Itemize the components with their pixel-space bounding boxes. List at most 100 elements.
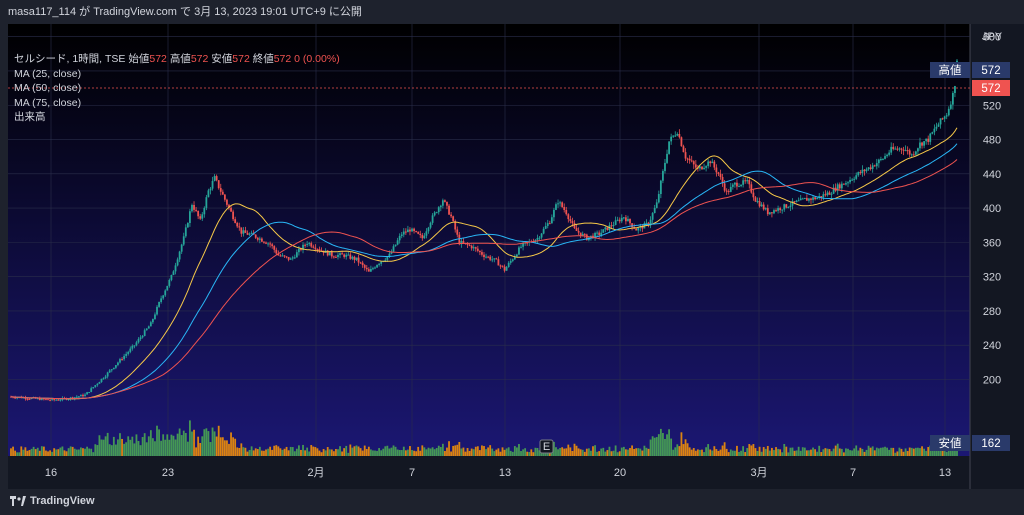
volume-bar xyxy=(828,449,831,456)
candle-body xyxy=(783,204,786,210)
volume-bar xyxy=(781,452,784,456)
volume-bar xyxy=(131,436,134,456)
candle-body xyxy=(699,166,701,169)
volume-bar xyxy=(799,450,802,456)
volume-bar xyxy=(24,447,27,456)
candle-body xyxy=(308,243,311,245)
legend-ma25[interactable]: MA (25, close) xyxy=(14,67,82,80)
candle-body xyxy=(487,256,490,258)
volume-bar xyxy=(534,447,537,456)
candle-body xyxy=(312,246,315,248)
volume-bar xyxy=(639,448,642,456)
volume-bar xyxy=(575,445,578,456)
volume-bar xyxy=(322,449,325,456)
candle-body xyxy=(688,158,691,161)
volume-bar xyxy=(503,449,506,456)
volume-bar xyxy=(688,447,691,456)
tradingview-logo[interactable]: TradingView xyxy=(10,495,95,507)
volume-bar xyxy=(931,446,934,456)
volume-bar xyxy=(22,449,25,456)
volume-bar xyxy=(98,435,101,456)
volume-bar xyxy=(357,446,360,456)
event-marker[interactable]: E xyxy=(539,439,554,454)
candle-body xyxy=(921,142,923,146)
volume-bar xyxy=(92,452,95,456)
volume-bar xyxy=(168,439,171,456)
candle-body xyxy=(36,398,39,400)
volume-bar xyxy=(55,449,58,456)
volume-bar xyxy=(402,446,405,456)
candle-body xyxy=(855,175,858,179)
volume-bar xyxy=(460,448,463,456)
volume-bar xyxy=(133,443,136,456)
candle-body xyxy=(579,232,582,236)
candle-body xyxy=(672,135,675,137)
volume-bar xyxy=(388,448,391,456)
candle-body xyxy=(729,186,732,192)
volume-bar xyxy=(598,451,601,456)
volume-bar xyxy=(160,440,163,456)
volume-bar xyxy=(468,450,471,456)
volume-bar xyxy=(719,449,722,456)
volume-bar xyxy=(135,434,138,456)
volume-bar xyxy=(300,449,302,456)
candle-body xyxy=(186,223,189,228)
candle-body xyxy=(112,367,115,370)
candle-body xyxy=(949,104,952,109)
volume-bar xyxy=(306,447,309,456)
volume-bar xyxy=(947,447,950,456)
last-price-badge: 572 xyxy=(972,80,1010,96)
candle-body xyxy=(799,198,802,201)
legend-ma75[interactable]: MA (75, close) xyxy=(14,96,82,109)
candle-body xyxy=(629,218,631,224)
candle-body xyxy=(563,207,566,210)
volume-bar xyxy=(254,448,257,456)
candle-body xyxy=(357,257,360,263)
price-tick: 480 xyxy=(983,135,1001,147)
price-axis-background xyxy=(970,24,1024,489)
volume-bar xyxy=(914,447,917,456)
price-chart[interactable]: 200240280320360400440480520560600 16232月… xyxy=(0,24,1024,489)
candle-body xyxy=(715,167,718,173)
candle-body xyxy=(110,369,113,371)
volume-bar xyxy=(845,448,847,456)
volume-bar xyxy=(466,448,469,456)
chart-area[interactable]: 200240280320360400440480520560600 16232月… xyxy=(0,24,1024,489)
candle-body xyxy=(213,176,216,181)
volume-bar xyxy=(483,446,485,456)
volume-bar xyxy=(252,450,255,456)
candle-body xyxy=(906,150,909,152)
candle-body xyxy=(143,330,146,336)
legend-volume[interactable]: 出来高 xyxy=(14,111,46,123)
candle-body xyxy=(394,244,397,247)
candle-body xyxy=(275,249,278,254)
candle-body xyxy=(871,165,874,169)
candle-body xyxy=(544,225,547,229)
volume-bar xyxy=(314,447,317,456)
high-badge-label: 高値 xyxy=(939,63,962,77)
volume-bar xyxy=(725,448,728,456)
volume-bar xyxy=(51,451,54,456)
volume-bar xyxy=(417,446,420,456)
candle-body xyxy=(343,254,346,257)
candle-body xyxy=(752,192,755,198)
volume-bar xyxy=(40,446,43,456)
candle-body xyxy=(339,253,341,255)
candle-body xyxy=(801,198,804,200)
candle-body xyxy=(812,197,814,200)
candle-body xyxy=(22,397,25,399)
candle-body xyxy=(923,141,925,146)
legend-ma50[interactable]: MA (50, close) xyxy=(14,82,82,94)
volume-bar xyxy=(618,451,621,456)
candle-body xyxy=(201,214,204,219)
candle-body xyxy=(614,220,617,225)
volume-bar xyxy=(339,446,341,456)
candle-body xyxy=(396,240,399,245)
volume-bar xyxy=(762,447,765,456)
time-tick: 7 xyxy=(850,467,856,479)
candle-body xyxy=(723,183,726,191)
legend-symbol-row[interactable]: セルシード, 1時間, TSE 始値572 高値572 安値572 終値572 … xyxy=(14,52,340,67)
price-tick: 600 xyxy=(983,32,1001,44)
volume-bar xyxy=(888,449,891,456)
volume-bar xyxy=(32,446,35,456)
